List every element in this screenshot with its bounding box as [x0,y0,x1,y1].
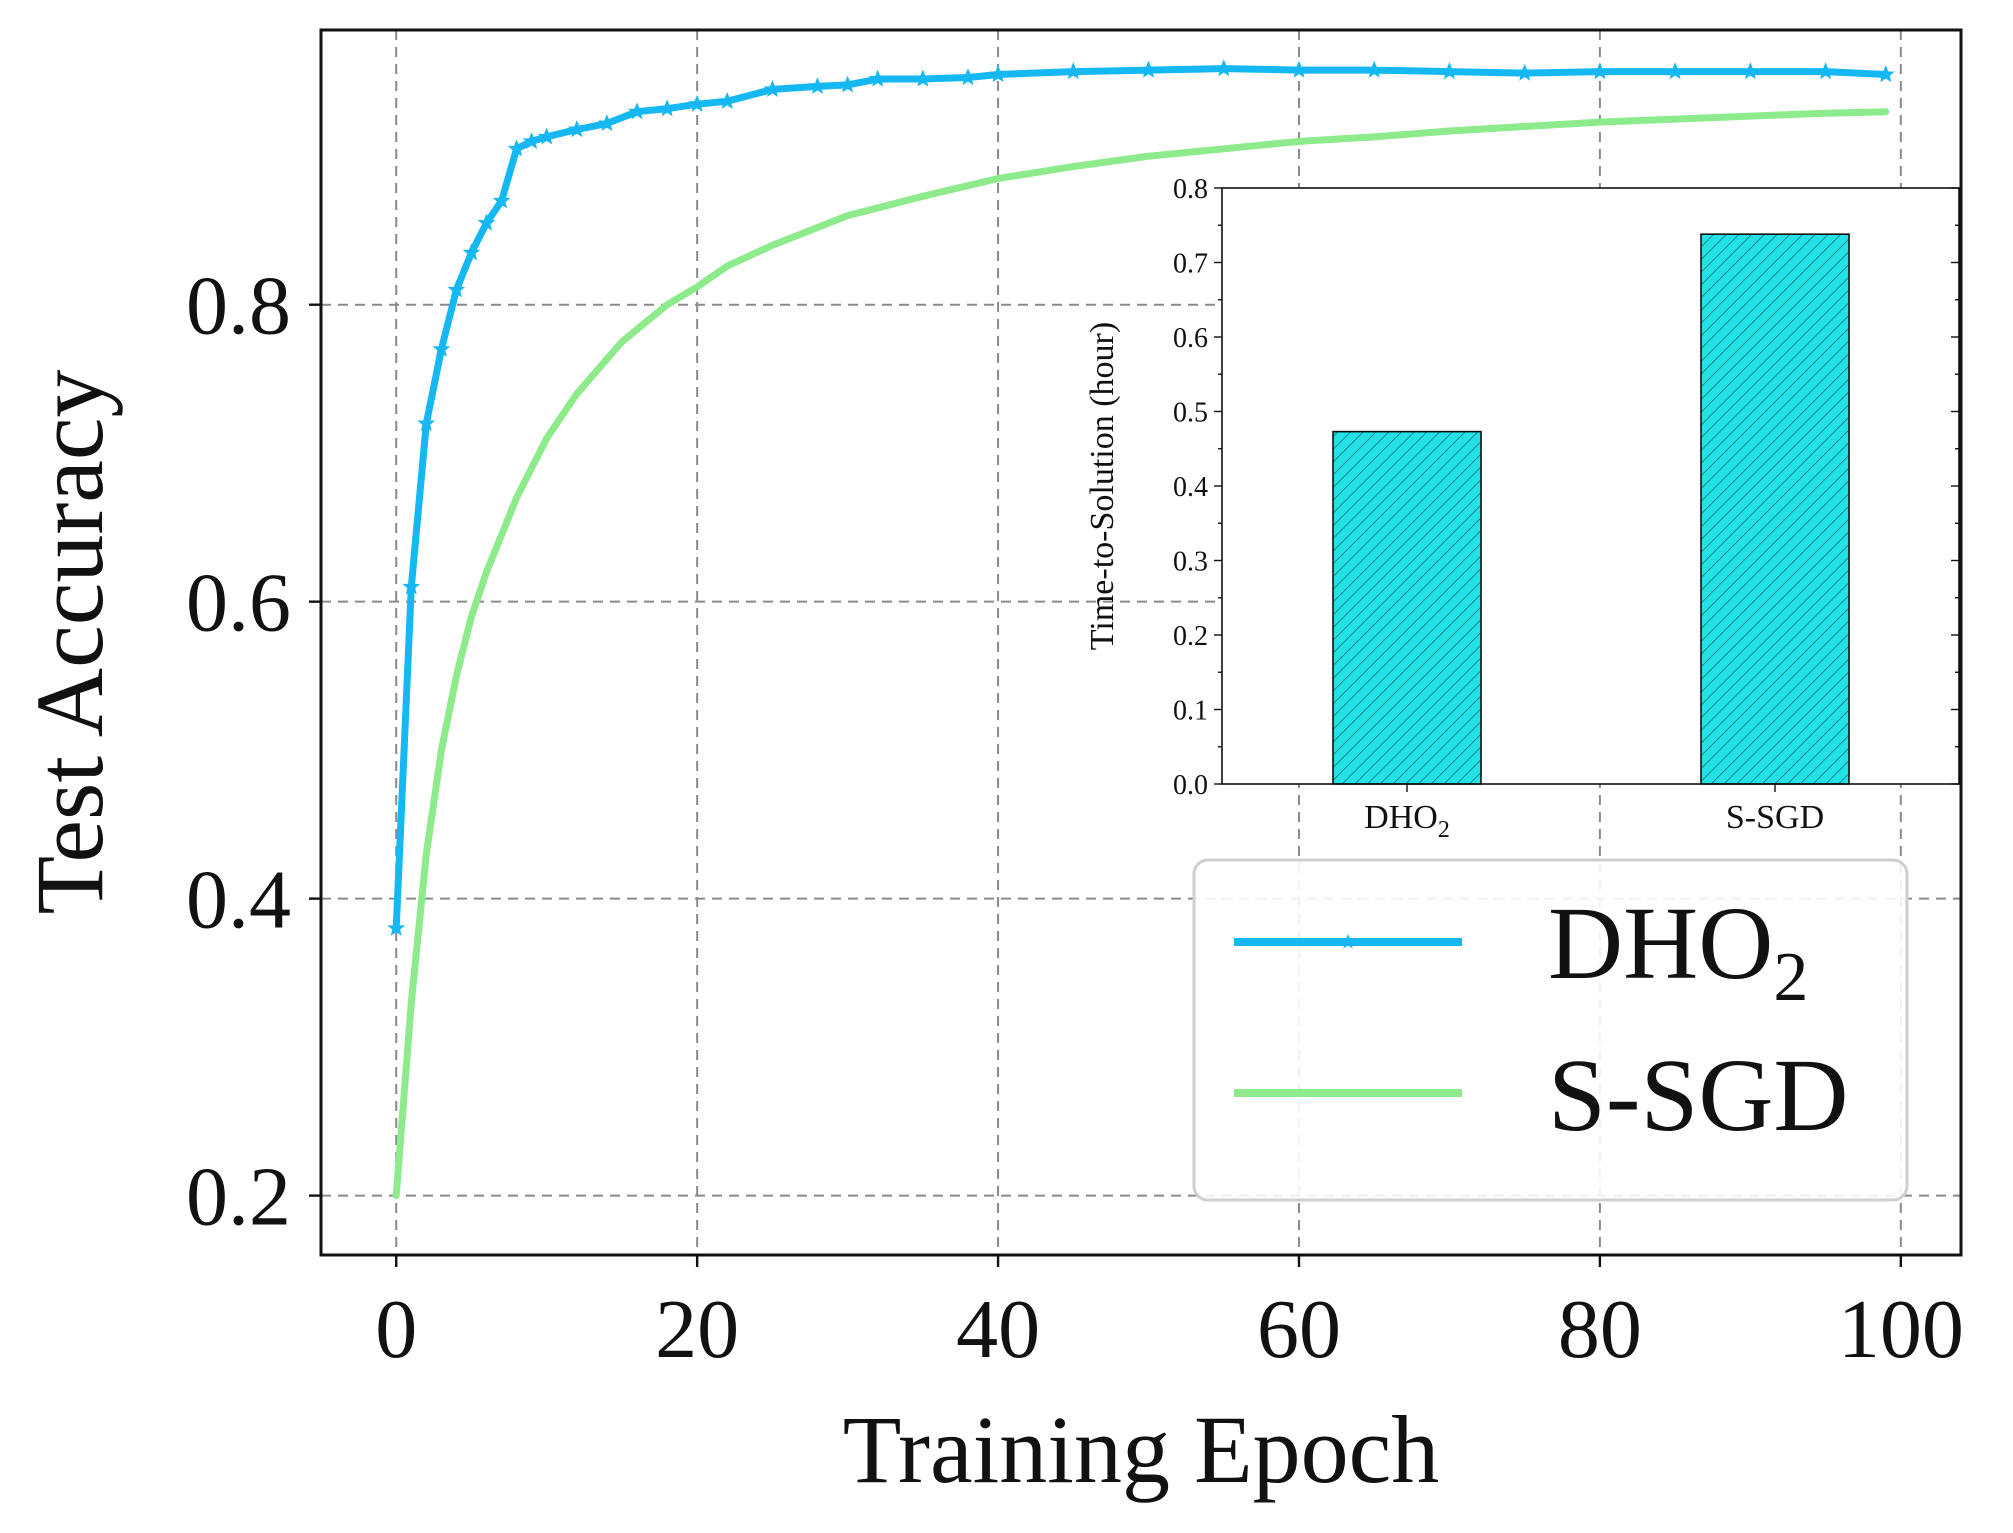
x-tick-label: 100 [1838,1283,1964,1376]
data-point-dho2 [477,213,496,231]
inset-y-tick-label: 0.5 [1173,398,1208,429]
inset-y-tick-label: 0.4 [1173,472,1208,503]
inset-x-tick-label-main: S-SGD [1726,799,1824,836]
y-tick-label: 0.6 [186,557,291,650]
x-tick-label: 20 [655,1283,739,1376]
y-tick-label: 0.2 [186,1151,291,1244]
inset-bars [1332,233,1850,785]
data-point-dho2 [868,69,887,87]
data-point-dho2 [688,94,707,112]
data-point-dho2 [1440,62,1459,80]
x-tick-label: 60 [1257,1283,1341,1376]
legend: DHO2 S-SGD [1192,858,1909,1202]
data-point-dho2 [658,99,677,117]
inset-y-tick-label: 0.2 [1173,621,1208,652]
inset-bar-ssgd [1700,233,1850,785]
inset-axis-ticks: 0.0 0.1 0.2 0.3 0.4 0.5 0.6 0.7 0.8 DHO2 S-SGD [1173,174,1959,843]
data-point-dho2 [462,243,481,261]
legend-label-dho2-main: DHO [1548,886,1773,1001]
data-point-dho2 [1741,62,1760,80]
y-tick-label: 0.4 [186,854,291,947]
y-tick-label: 0.8 [186,260,291,353]
inset-bar-dho2 [1332,430,1482,785]
legend-label-dho2: DHO2 [1548,886,1808,1016]
inset-x-tick-label: DHO2 [1364,799,1450,843]
inset-y-tick-label: 0.7 [1173,249,1208,280]
data-point-dho2 [597,114,616,132]
legend-item-ssgd: S-SGD [1234,1038,1849,1153]
data-point-dho2 [417,414,436,432]
inset-y-tick-label: 0.6 [1173,323,1208,354]
inset-y-tick-label: 0.0 [1173,770,1208,801]
data-point-dho2 [838,75,857,93]
data-point-dho2 [507,139,526,157]
data-point-dho2 [913,69,932,87]
inset-x-tick-label: S-SGD [1726,799,1824,836]
series-line-ssgd [392,108,1890,1200]
data-point-dho2 [763,80,782,98]
data-point-dho2 [1876,65,1895,83]
legend-label-ssgd: S-SGD [1548,1038,1849,1153]
data-point-dho2 [989,65,1008,83]
data-point-dho2 [1666,62,1685,80]
data-point-dho2 [447,280,466,298]
data-point-dho2 [718,91,737,109]
main-axis-ticks: 0 20 40 60 80 100 0.2 0.4 0.6 0.8 [186,260,1964,1376]
main-series-layer [387,59,1895,1200]
data-point-dho2 [808,77,827,95]
data-point-dho2 [492,191,511,209]
inset-y-tick-label: 0.8 [1173,174,1208,205]
data-point-dho2 [522,132,541,150]
x-tick-label: 40 [956,1283,1040,1376]
inset-x-tick-label-main: DHO [1364,799,1438,836]
legend-label-dho2-subscript: 2 [1773,939,1808,1016]
y-axis-label: Test Accuracy [16,369,123,914]
data-point-dho2 [1139,60,1158,78]
data-point-dho2 [1365,60,1384,78]
data-point-dho2 [402,577,421,595]
x-tick-label: 0 [375,1283,417,1376]
legend-item-dho2: DHO2 [1234,886,1808,1016]
data-point-dho2 [1064,62,1083,80]
data-point-dho2 [567,120,586,138]
inset-y-tick-label: 0.3 [1173,547,1208,578]
data-point-dho2 [1515,63,1534,81]
data-point-dho2 [1816,62,1835,80]
data-point-dho2 [387,918,406,936]
inset-y-tick-label: 0.1 [1173,696,1208,727]
data-point-dho2 [959,68,977,86]
inset-y-axis-label: Time-to-Solution (hour) [1084,322,1121,650]
data-point-dho2 [1290,60,1308,78]
x-tick-label: 80 [1558,1283,1642,1376]
data-point-dho2 [1590,62,1609,80]
data-point-dho2 [1214,59,1233,77]
data-point-dho2 [537,127,556,145]
x-axis-label: Training Epoch [843,1396,1439,1503]
data-point-dho2 [432,339,451,357]
main-plot-frame [319,28,1963,1257]
data-point-dho2 [628,102,646,120]
inset-bar-chart: 0.0 0.1 0.2 0.3 0.4 0.5 0.6 0.7 0.8 DHO2 S-SGD Tim… [1084,174,1960,843]
inset-x-tick-label-subscript: 2 [1438,817,1450,843]
